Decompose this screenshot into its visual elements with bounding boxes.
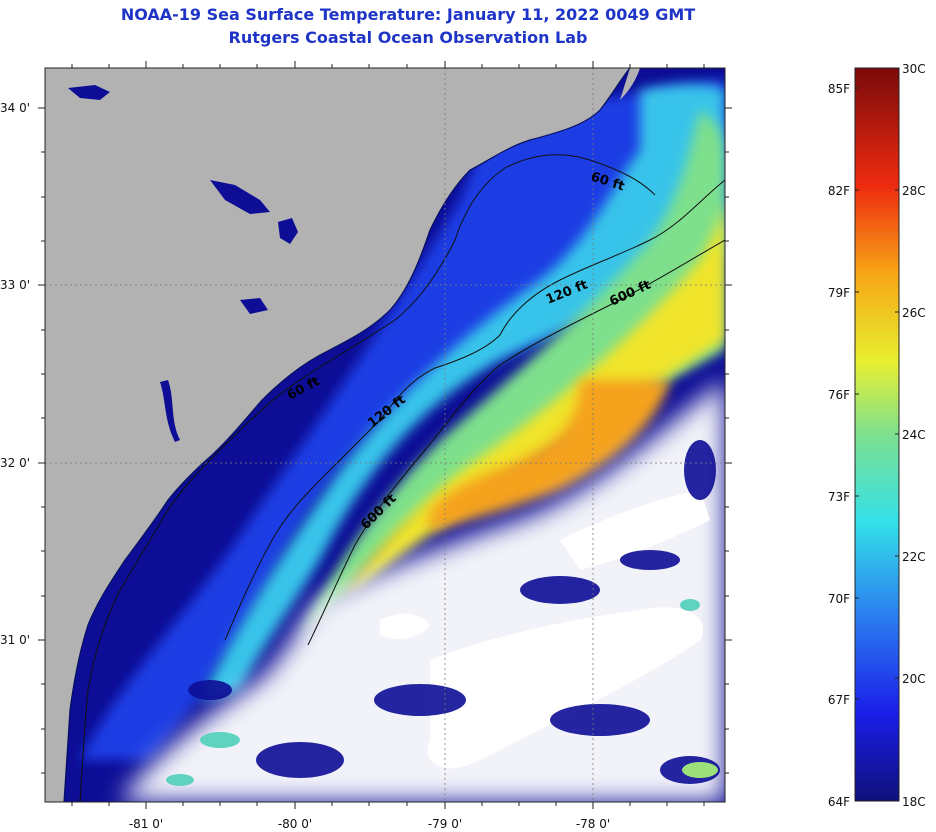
lat-label-32: 32 0' [0, 456, 30, 470]
coastline [63, 68, 631, 802]
lon-label-78: -78 0' [576, 817, 610, 831]
colorbar-f-label-82: 82F [828, 184, 850, 198]
colorbar-gradient [855, 68, 899, 801]
lon-label-81: -81 0' [129, 817, 163, 831]
colorbar-c-label-24: 24C [902, 428, 926, 442]
warm-patches [166, 599, 718, 786]
land-cape [620, 68, 640, 100]
contour-120ft [224, 179, 725, 641]
colorbar-c-label-28: 28C [902, 184, 926, 198]
lat-tick-marks [38, 107, 732, 774]
colorbar-c-label-20: 20C [902, 672, 926, 686]
sst-map-panel: 60 ft 60 ft 120 ft 120 ft 600 ft 600 ft [45, 68, 725, 802]
lat-label-33: 33 0' [0, 278, 30, 292]
shelf-water-blue [80, 80, 725, 760]
colorbar-c-label-22: 22C [902, 550, 926, 564]
colorbar-f-label-67: 67F [828, 693, 850, 707]
map-title: NOAA-19 Sea Surface Temperature: January… [120, 5, 696, 24]
gulfstream-green [300, 110, 725, 640]
colorbar: 85F 82F 79F 76F 73F 70F 67F 64F 30C 28C … [828, 62, 926, 809]
lon-label-79: -79 0' [428, 817, 462, 831]
lat-label-31: 31 0' [0, 633, 30, 647]
graticule [45, 68, 725, 802]
map-subtitle: Rutgers Coastal Ocean Observation Lab [228, 28, 588, 47]
map-frame [44, 67, 726, 803]
colorbar-f-label-70: 70F [828, 592, 850, 606]
cloud-cover [120, 380, 725, 802]
lat-label-34: 34 0' [0, 101, 30, 115]
lon-tick-marks [71, 61, 705, 809]
gulfstream-yellow [340, 200, 725, 600]
colorbar-f-label-79: 79F [828, 286, 850, 300]
land-mass [45, 68, 630, 802]
gulfstream-orange-core [428, 380, 670, 530]
colorbar-c-label-30: 30C [902, 62, 926, 76]
colorbar-c-label-26: 26C [902, 306, 926, 320]
colorbar-f-label-64: 64F [828, 795, 850, 809]
colorbar-c-label-18: 18C [902, 795, 926, 809]
cloud-gap-water [188, 440, 720, 784]
contour-600ft [307, 239, 725, 646]
colorbar-f-label-73: 73F [828, 490, 850, 504]
lon-label-80: -80 0' [278, 817, 312, 831]
inland-lakes [68, 85, 298, 442]
colorbar-f-label-76: 76F [828, 388, 850, 402]
colorbar-f-label-85: 85F [828, 82, 850, 96]
shelf-water-cyan [200, 84, 725, 700]
contour-60ft [79, 154, 656, 802]
